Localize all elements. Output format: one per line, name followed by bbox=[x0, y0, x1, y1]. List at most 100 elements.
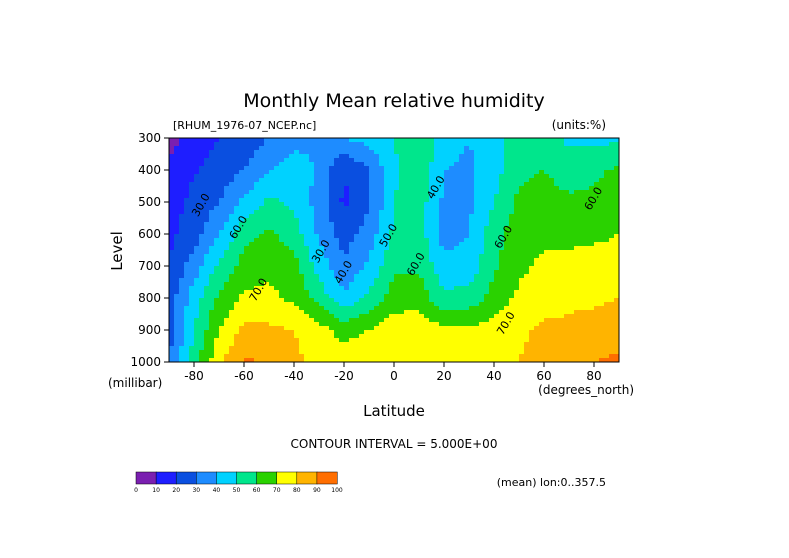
heatmap-cell bbox=[514, 198, 520, 203]
heatmap-cell bbox=[579, 282, 585, 287]
heatmap-cell bbox=[184, 194, 190, 199]
heatmap-cell bbox=[309, 354, 315, 359]
heatmap-cell bbox=[504, 162, 510, 167]
heatmap-cell bbox=[199, 306, 205, 311]
heatmap-cell bbox=[459, 354, 465, 359]
heatmap-cell bbox=[524, 174, 530, 179]
heatmap-cell bbox=[229, 234, 235, 239]
heatmap-cell bbox=[559, 222, 565, 227]
heatmap-cell bbox=[329, 174, 335, 179]
heatmap-cell bbox=[474, 234, 480, 239]
heatmap-cell bbox=[529, 238, 535, 243]
heatmap-cell bbox=[369, 198, 375, 203]
heatmap-cell bbox=[374, 278, 380, 283]
heatmap-cell bbox=[314, 250, 320, 255]
heatmap-cell bbox=[264, 218, 270, 223]
heatmap-cell bbox=[249, 294, 255, 299]
heatmap-cell bbox=[179, 194, 185, 199]
heatmap-cell bbox=[199, 266, 205, 271]
heatmap-cell bbox=[174, 270, 180, 275]
heatmap-cell bbox=[404, 298, 410, 303]
heatmap-cell bbox=[439, 246, 445, 251]
heatmap-cell bbox=[569, 346, 575, 351]
heatmap-cell bbox=[434, 250, 440, 255]
heatmap-cell bbox=[274, 318, 280, 323]
heatmap-cell bbox=[409, 242, 415, 247]
heatmap-cell bbox=[294, 202, 300, 207]
heatmap-cell bbox=[269, 294, 275, 299]
heatmap-cell bbox=[604, 182, 610, 187]
heatmap-cell bbox=[404, 286, 410, 291]
heatmap-cell bbox=[559, 218, 565, 223]
heatmap-cell bbox=[374, 182, 380, 187]
heatmap-cell bbox=[364, 294, 370, 299]
heatmap-cell bbox=[249, 162, 255, 167]
heatmap-cell bbox=[564, 246, 570, 251]
heatmap-cell bbox=[249, 278, 255, 283]
heatmap-cell bbox=[449, 270, 455, 275]
heatmap-cell bbox=[254, 238, 260, 243]
heatmap-cell bbox=[249, 182, 255, 187]
heatmap-cell bbox=[584, 174, 590, 179]
heatmap-cell bbox=[304, 238, 310, 243]
heatmap-cell bbox=[404, 278, 410, 283]
heatmap-cell bbox=[529, 174, 535, 179]
heatmap-cell bbox=[554, 210, 560, 215]
heatmap-cell bbox=[349, 298, 355, 303]
heatmap-cell bbox=[574, 330, 580, 335]
heatmap-cell bbox=[179, 154, 185, 159]
heatmap-cell bbox=[434, 194, 440, 199]
heatmap-cell bbox=[589, 278, 595, 283]
heatmap-cell bbox=[394, 342, 400, 347]
heatmap-cell bbox=[579, 238, 585, 243]
heatmap-cell bbox=[509, 310, 515, 315]
heatmap-cell bbox=[234, 194, 240, 199]
heatmap-cell bbox=[394, 206, 400, 211]
heatmap-cell bbox=[174, 186, 180, 191]
heatmap-cell bbox=[544, 182, 550, 187]
heatmap-cell bbox=[404, 246, 410, 251]
heatmap-cell bbox=[234, 330, 240, 335]
heatmap-cell bbox=[229, 210, 235, 215]
heatmap-cell bbox=[239, 358, 245, 362]
heatmap-cell bbox=[614, 186, 619, 191]
heatmap-cell bbox=[294, 218, 300, 223]
heatmap-cell bbox=[239, 230, 245, 235]
heatmap-cell bbox=[319, 182, 325, 187]
heatmap-cell bbox=[224, 322, 230, 327]
heatmap-cell bbox=[424, 214, 430, 219]
heatmap-cell bbox=[569, 218, 575, 223]
heatmap-cell bbox=[504, 326, 510, 331]
heatmap-cell bbox=[289, 298, 295, 303]
heatmap-cell bbox=[519, 310, 525, 315]
heatmap-cell bbox=[229, 290, 235, 295]
heatmap-cell bbox=[554, 262, 560, 267]
heatmap-cell bbox=[499, 326, 505, 331]
heatmap-cell bbox=[369, 346, 375, 351]
heatmap-cell bbox=[194, 174, 200, 179]
heatmap-cell bbox=[214, 266, 220, 271]
heatmap-cell bbox=[299, 178, 305, 183]
heatmap-cell bbox=[604, 138, 610, 143]
heatmap-cell bbox=[524, 346, 530, 351]
heatmap-cell bbox=[519, 330, 525, 335]
heatmap-cell bbox=[444, 202, 450, 207]
heatmap-cell bbox=[524, 186, 530, 191]
heatmap-cell bbox=[614, 274, 619, 279]
heatmap-cell bbox=[364, 314, 370, 319]
heatmap-cell bbox=[539, 302, 545, 307]
heatmap-cell bbox=[384, 270, 390, 275]
heatmap-cell bbox=[504, 278, 510, 283]
heatmap-cell bbox=[519, 214, 525, 219]
heatmap-cell bbox=[274, 314, 280, 319]
heatmap-cell bbox=[229, 358, 235, 362]
heatmap-cell bbox=[524, 314, 530, 319]
heatmap-cell bbox=[599, 326, 605, 331]
heatmap-cell bbox=[519, 314, 525, 319]
heatmap-cell bbox=[294, 338, 300, 343]
heatmap-cell bbox=[294, 250, 300, 255]
heatmap-cell bbox=[519, 298, 525, 303]
heatmap-cell bbox=[544, 210, 550, 215]
heatmap-cell bbox=[494, 354, 500, 359]
heatmap-cell bbox=[389, 226, 395, 231]
